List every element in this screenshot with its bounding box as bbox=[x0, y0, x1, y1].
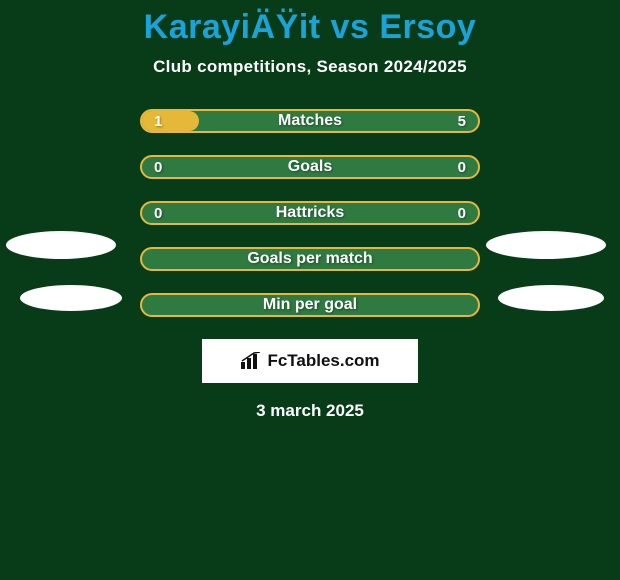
stat-label: Min per goal bbox=[142, 296, 478, 314]
stat-left-value: 0 bbox=[154, 159, 162, 176]
source-logo: FcTables.com bbox=[202, 339, 418, 383]
stat-row: Goals per match bbox=[140, 247, 480, 271]
stat-row: Matches1 5 bbox=[140, 109, 480, 133]
logo-text: FcTables.com bbox=[267, 351, 379, 371]
player-right-avatar-1 bbox=[486, 231, 606, 259]
player-left-avatar-1 bbox=[6, 231, 116, 259]
stat-label: Goals per match bbox=[142, 250, 478, 268]
date-text: 3 march 2025 bbox=[0, 401, 620, 421]
subtitle: Club competitions, Season 2024/2025 bbox=[0, 57, 620, 77]
stat-left-value: 0 bbox=[154, 205, 162, 222]
player-left-avatar-2 bbox=[20, 285, 122, 311]
bar-chart-icon bbox=[240, 352, 262, 370]
stat-right-value: 0 bbox=[458, 205, 466, 222]
stat-right-value: 0 bbox=[458, 159, 466, 176]
stat-label: Goals bbox=[142, 158, 478, 176]
page-title: KarayiÄŸit vs Ersoy bbox=[0, 0, 620, 47]
stat-label: Matches bbox=[142, 112, 478, 130]
stat-label: Hattricks bbox=[142, 204, 478, 222]
stat-row: Min per goal bbox=[140, 293, 480, 317]
stats-area: Matches15Goals00Hattricks00Goals per mat… bbox=[0, 109, 620, 317]
stat-row: Goals0 0 bbox=[140, 155, 480, 179]
comparison-card: KarayiÄŸit vs Ersoy Club competitions, S… bbox=[0, 0, 620, 580]
player-right-avatar-2 bbox=[498, 285, 604, 311]
stat-row: Hattricks0 0 bbox=[140, 201, 480, 225]
stat-left-value: 1 bbox=[154, 113, 162, 130]
stat-right-value: 5 bbox=[458, 113, 466, 130]
